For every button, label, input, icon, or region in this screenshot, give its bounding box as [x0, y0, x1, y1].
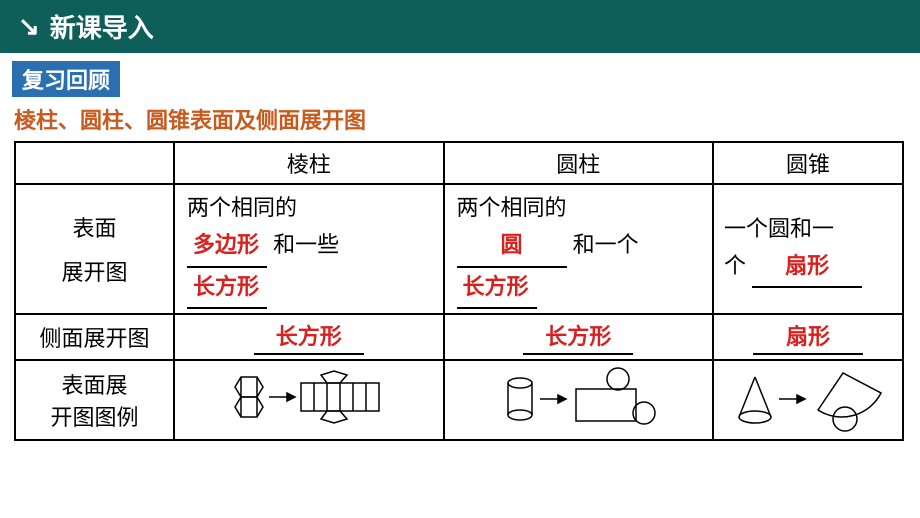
review-badge: 复习回顾	[12, 61, 120, 97]
col-header-prism: 棱柱	[174, 142, 444, 184]
col-header-cylinder: 圆柱	[444, 142, 714, 184]
row-header-line2: 开图图例	[22, 400, 167, 432]
answer-blank: 长方形	[457, 268, 537, 309]
lesson-header: ↘ 新课导入	[0, 0, 920, 53]
cell-cylinder-surface: 两个相同的 圆 和一个 长方形	[444, 184, 714, 314]
subtitle-text: 棱柱、圆柱、圆锥表面及侧面展开图	[14, 103, 920, 135]
arrow-down-right-icon: ↘	[18, 11, 40, 42]
header-title: 新课导入	[50, 8, 154, 45]
cell-cone-side: 扇形	[713, 314, 903, 360]
cell-prism-surface: 两个相同的 多边形 和一些 长方形	[174, 184, 444, 314]
answer-blank: 多边形	[187, 226, 267, 267]
prism-unfold-icon	[209, 365, 409, 435]
text-fragment: 两个相同的	[187, 195, 297, 220]
cell-cylinder-diagram	[444, 360, 714, 440]
row-header-side: 侧面展开图	[15, 314, 174, 360]
row-header-diagram: 表面展 开图图例	[15, 360, 174, 440]
row-header-line1: 表面	[22, 211, 167, 243]
text-fragment: 一个圆和一	[724, 216, 834, 241]
row-header-surface: 表面 展开图	[15, 184, 174, 314]
answer-blank: 长方形	[254, 319, 364, 355]
row-header-line1: 表面展	[22, 368, 167, 400]
row-side-unfold: 侧面展开图 长方形 长方形 扇形	[15, 314, 903, 360]
col-header-cone: 圆锥	[713, 142, 903, 184]
text-fragment: 两个相同的	[457, 195, 567, 220]
cone-unfold-icon	[723, 365, 893, 435]
row-header-line2: 展开图	[22, 255, 167, 287]
cylinder-unfold-icon	[478, 365, 678, 435]
cell-cylinder-side: 长方形	[444, 314, 714, 360]
text-fragment: 和一些	[273, 232, 339, 257]
text-fragment: 个	[724, 253, 746, 278]
row-diagram: 表面展 开图图例	[15, 360, 903, 440]
text-fragment: 和一个	[573, 232, 639, 257]
cell-prism-diagram	[174, 360, 444, 440]
cell-cone-surface: 一个圆和一 个 扇形	[713, 184, 903, 314]
answer-blank: 长方形	[187, 268, 267, 309]
summary-table: 棱柱 圆柱 圆锥 表面 展开图 两个相同的 多边形 和一些 长方形 两个相同的 …	[14, 141, 904, 441]
cell-prism-side: 长方形	[174, 314, 444, 360]
answer-blank: 圆	[457, 226, 567, 267]
answer-blank: 长方形	[523, 319, 633, 355]
row-surface-unfold: 表面 展开图 两个相同的 多边形 和一些 长方形 两个相同的 圆 和一个 长方形…	[15, 184, 903, 314]
blank-corner-cell	[15, 142, 174, 184]
answer-blank: 扇形	[752, 247, 862, 288]
cell-cone-diagram	[713, 360, 903, 440]
answer-blank: 扇形	[753, 319, 863, 355]
table-header-row: 棱柱 圆柱 圆锥	[15, 142, 903, 184]
